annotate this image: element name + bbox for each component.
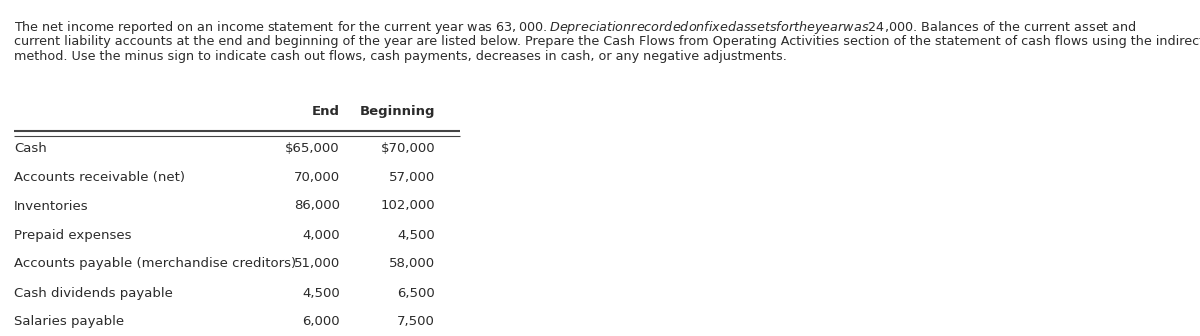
Text: Accounts payable (merchandise creditors): Accounts payable (merchandise creditors): [14, 257, 296, 270]
Text: 57,000: 57,000: [389, 170, 436, 183]
Text: 4,000: 4,000: [302, 228, 340, 242]
Text: $65,000: $65,000: [286, 141, 340, 155]
Text: 4,500: 4,500: [302, 287, 340, 299]
Text: 70,000: 70,000: [294, 170, 340, 183]
Text: 102,000: 102,000: [380, 200, 436, 212]
Text: $70,000: $70,000: [380, 141, 436, 155]
Text: 4,500: 4,500: [397, 228, 436, 242]
Text: 58,000: 58,000: [389, 257, 436, 270]
Text: Inventories: Inventories: [14, 200, 89, 212]
Text: The net income reported on an income statement for the current year was $63,000.: The net income reported on an income sta…: [14, 19, 1136, 36]
Text: current liability accounts at the end and beginning of the year are listed below: current liability accounts at the end an…: [14, 35, 1200, 48]
Text: method. Use the minus sign to indicate cash out flows, cash payments, decreases : method. Use the minus sign to indicate c…: [14, 50, 787, 63]
Text: Cash: Cash: [14, 141, 47, 155]
Text: Cash dividends payable: Cash dividends payable: [14, 287, 173, 299]
Text: 7,500: 7,500: [397, 316, 436, 329]
Text: 6,000: 6,000: [302, 316, 340, 329]
Text: 86,000: 86,000: [294, 200, 340, 212]
Text: End: End: [312, 105, 340, 118]
Text: 6,500: 6,500: [397, 287, 436, 299]
Text: Beginning: Beginning: [360, 105, 436, 118]
Text: 51,000: 51,000: [294, 257, 340, 270]
Text: Prepaid expenses: Prepaid expenses: [14, 228, 132, 242]
Text: Salaries payable: Salaries payable: [14, 316, 124, 329]
Text: Accounts receivable (net): Accounts receivable (net): [14, 170, 185, 183]
